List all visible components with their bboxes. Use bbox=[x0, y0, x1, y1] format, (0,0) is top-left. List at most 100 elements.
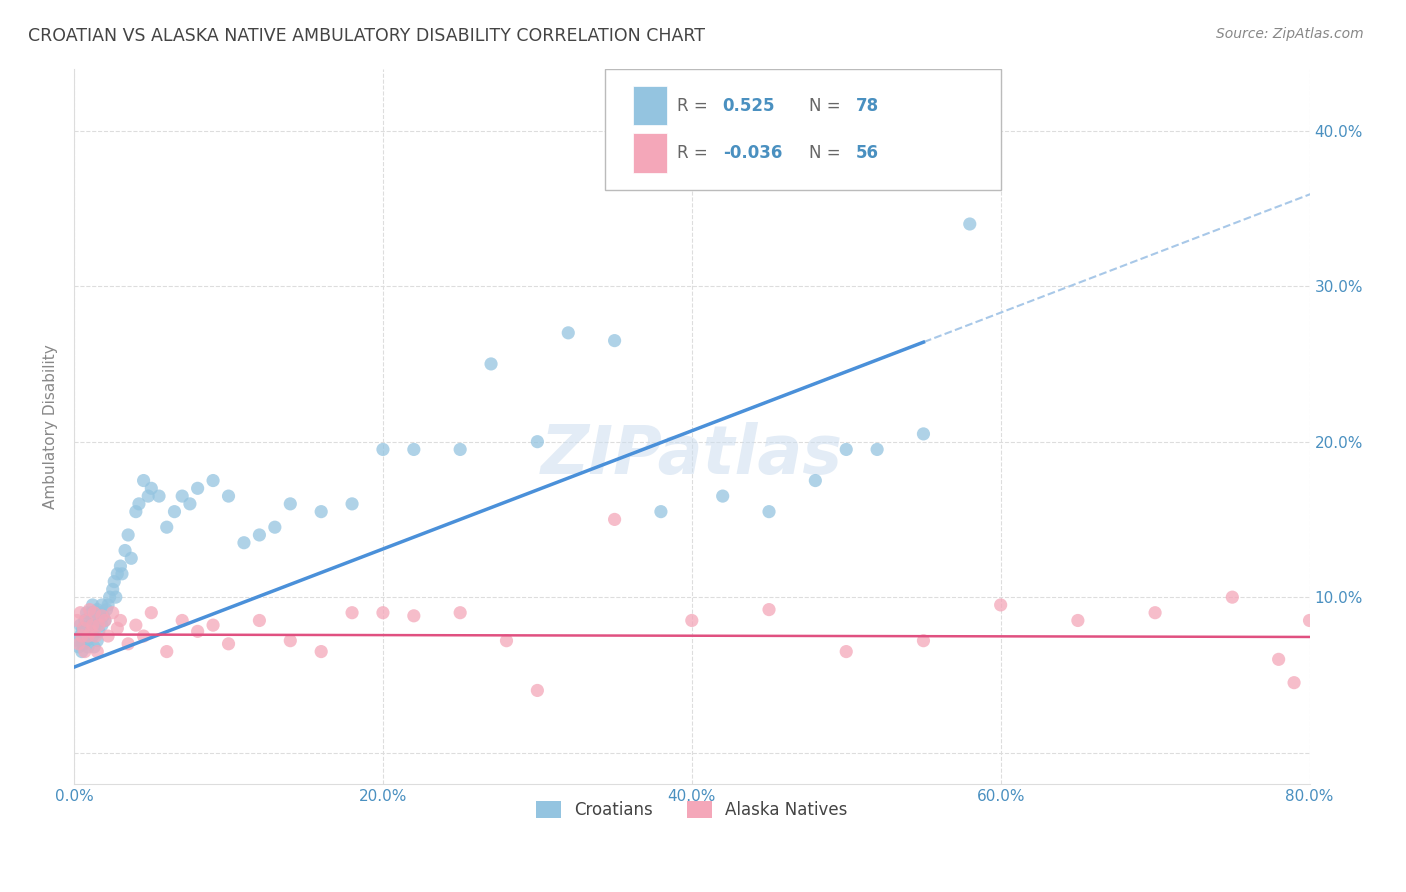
Point bbox=[79, 614, 101, 628]
Point bbox=[835, 644, 858, 658]
Point bbox=[114, 543, 136, 558]
Point bbox=[912, 633, 935, 648]
Point bbox=[110, 614, 132, 628]
Point bbox=[526, 683, 548, 698]
Point bbox=[156, 644, 179, 658]
Point bbox=[278, 497, 301, 511]
Text: 56: 56 bbox=[856, 144, 879, 162]
FancyBboxPatch shape bbox=[633, 133, 666, 172]
Point bbox=[172, 489, 194, 503]
Point bbox=[75, 606, 97, 620]
Point bbox=[73, 629, 96, 643]
Point bbox=[603, 512, 626, 526]
Point bbox=[141, 481, 163, 495]
Text: -0.036: -0.036 bbox=[723, 144, 782, 162]
Point bbox=[90, 618, 112, 632]
Point bbox=[94, 614, 117, 628]
Y-axis label: Ambulatory Disability: Ambulatory Disability bbox=[44, 343, 58, 508]
Point bbox=[402, 442, 425, 457]
Point bbox=[247, 528, 270, 542]
Point bbox=[1329, 649, 1351, 664]
Point bbox=[77, 629, 100, 643]
Point bbox=[402, 608, 425, 623]
Point bbox=[125, 505, 148, 519]
Point bbox=[1067, 614, 1090, 628]
Point bbox=[86, 644, 108, 658]
Point bbox=[70, 629, 93, 643]
Point bbox=[218, 489, 240, 503]
Point bbox=[84, 629, 107, 643]
Point bbox=[247, 614, 270, 628]
Point bbox=[187, 624, 209, 639]
FancyBboxPatch shape bbox=[606, 69, 1001, 190]
Point bbox=[87, 624, 110, 639]
Point bbox=[340, 497, 363, 511]
Point bbox=[77, 621, 100, 635]
Point bbox=[73, 614, 96, 628]
Point bbox=[758, 602, 780, 616]
Point bbox=[79, 624, 101, 639]
Point bbox=[202, 474, 225, 488]
Point bbox=[69, 606, 91, 620]
Point bbox=[141, 606, 163, 620]
Text: N =: N = bbox=[810, 144, 846, 162]
Point bbox=[83, 640, 105, 654]
Point bbox=[371, 606, 394, 620]
Point bbox=[66, 633, 89, 648]
Point bbox=[80, 624, 103, 639]
Point bbox=[97, 629, 120, 643]
Text: Source: ZipAtlas.com: Source: ZipAtlas.com bbox=[1216, 27, 1364, 41]
Point bbox=[90, 598, 112, 612]
Point bbox=[172, 614, 194, 628]
Point bbox=[1375, 652, 1398, 666]
Point bbox=[309, 644, 332, 658]
Point bbox=[111, 566, 134, 581]
Point bbox=[80, 606, 103, 620]
Point bbox=[340, 606, 363, 620]
Text: ZIPatlas: ZIPatlas bbox=[541, 422, 842, 488]
Point bbox=[86, 633, 108, 648]
Point bbox=[70, 644, 93, 658]
Point bbox=[263, 520, 285, 534]
Point bbox=[98, 590, 121, 604]
Point bbox=[82, 598, 104, 612]
Point bbox=[959, 217, 981, 231]
Point bbox=[83, 621, 105, 635]
Text: CROATIAN VS ALASKA NATIVE AMBULATORY DISABILITY CORRELATION CHART: CROATIAN VS ALASKA NATIVE AMBULATORY DIS… bbox=[28, 27, 706, 45]
Point bbox=[202, 618, 225, 632]
Point bbox=[117, 637, 139, 651]
Point bbox=[526, 434, 548, 449]
Point bbox=[449, 606, 471, 620]
Point bbox=[1267, 652, 1289, 666]
Text: 0.525: 0.525 bbox=[723, 96, 775, 115]
Point bbox=[132, 474, 155, 488]
Point bbox=[990, 598, 1012, 612]
Point bbox=[94, 614, 117, 628]
Point bbox=[90, 608, 112, 623]
Legend: Croatians, Alaska Natives: Croatians, Alaska Natives bbox=[530, 794, 853, 825]
Point bbox=[156, 520, 179, 534]
Point bbox=[87, 618, 110, 632]
Point bbox=[179, 497, 201, 511]
Point bbox=[67, 637, 90, 651]
Point bbox=[105, 621, 128, 635]
Point bbox=[233, 535, 256, 549]
Point bbox=[82, 629, 104, 643]
Point bbox=[105, 566, 128, 581]
FancyBboxPatch shape bbox=[633, 86, 666, 126]
Point bbox=[75, 614, 97, 628]
Point bbox=[650, 505, 672, 519]
Point bbox=[82, 618, 104, 632]
Point bbox=[187, 481, 209, 495]
Point bbox=[371, 442, 394, 457]
Point bbox=[103, 574, 125, 589]
Point bbox=[110, 559, 132, 574]
Point bbox=[125, 618, 148, 632]
Point bbox=[163, 505, 186, 519]
Point bbox=[758, 505, 780, 519]
Point bbox=[1298, 614, 1320, 628]
Point bbox=[120, 551, 142, 566]
Point bbox=[72, 621, 94, 635]
Point bbox=[479, 357, 502, 371]
Point bbox=[69, 629, 91, 643]
